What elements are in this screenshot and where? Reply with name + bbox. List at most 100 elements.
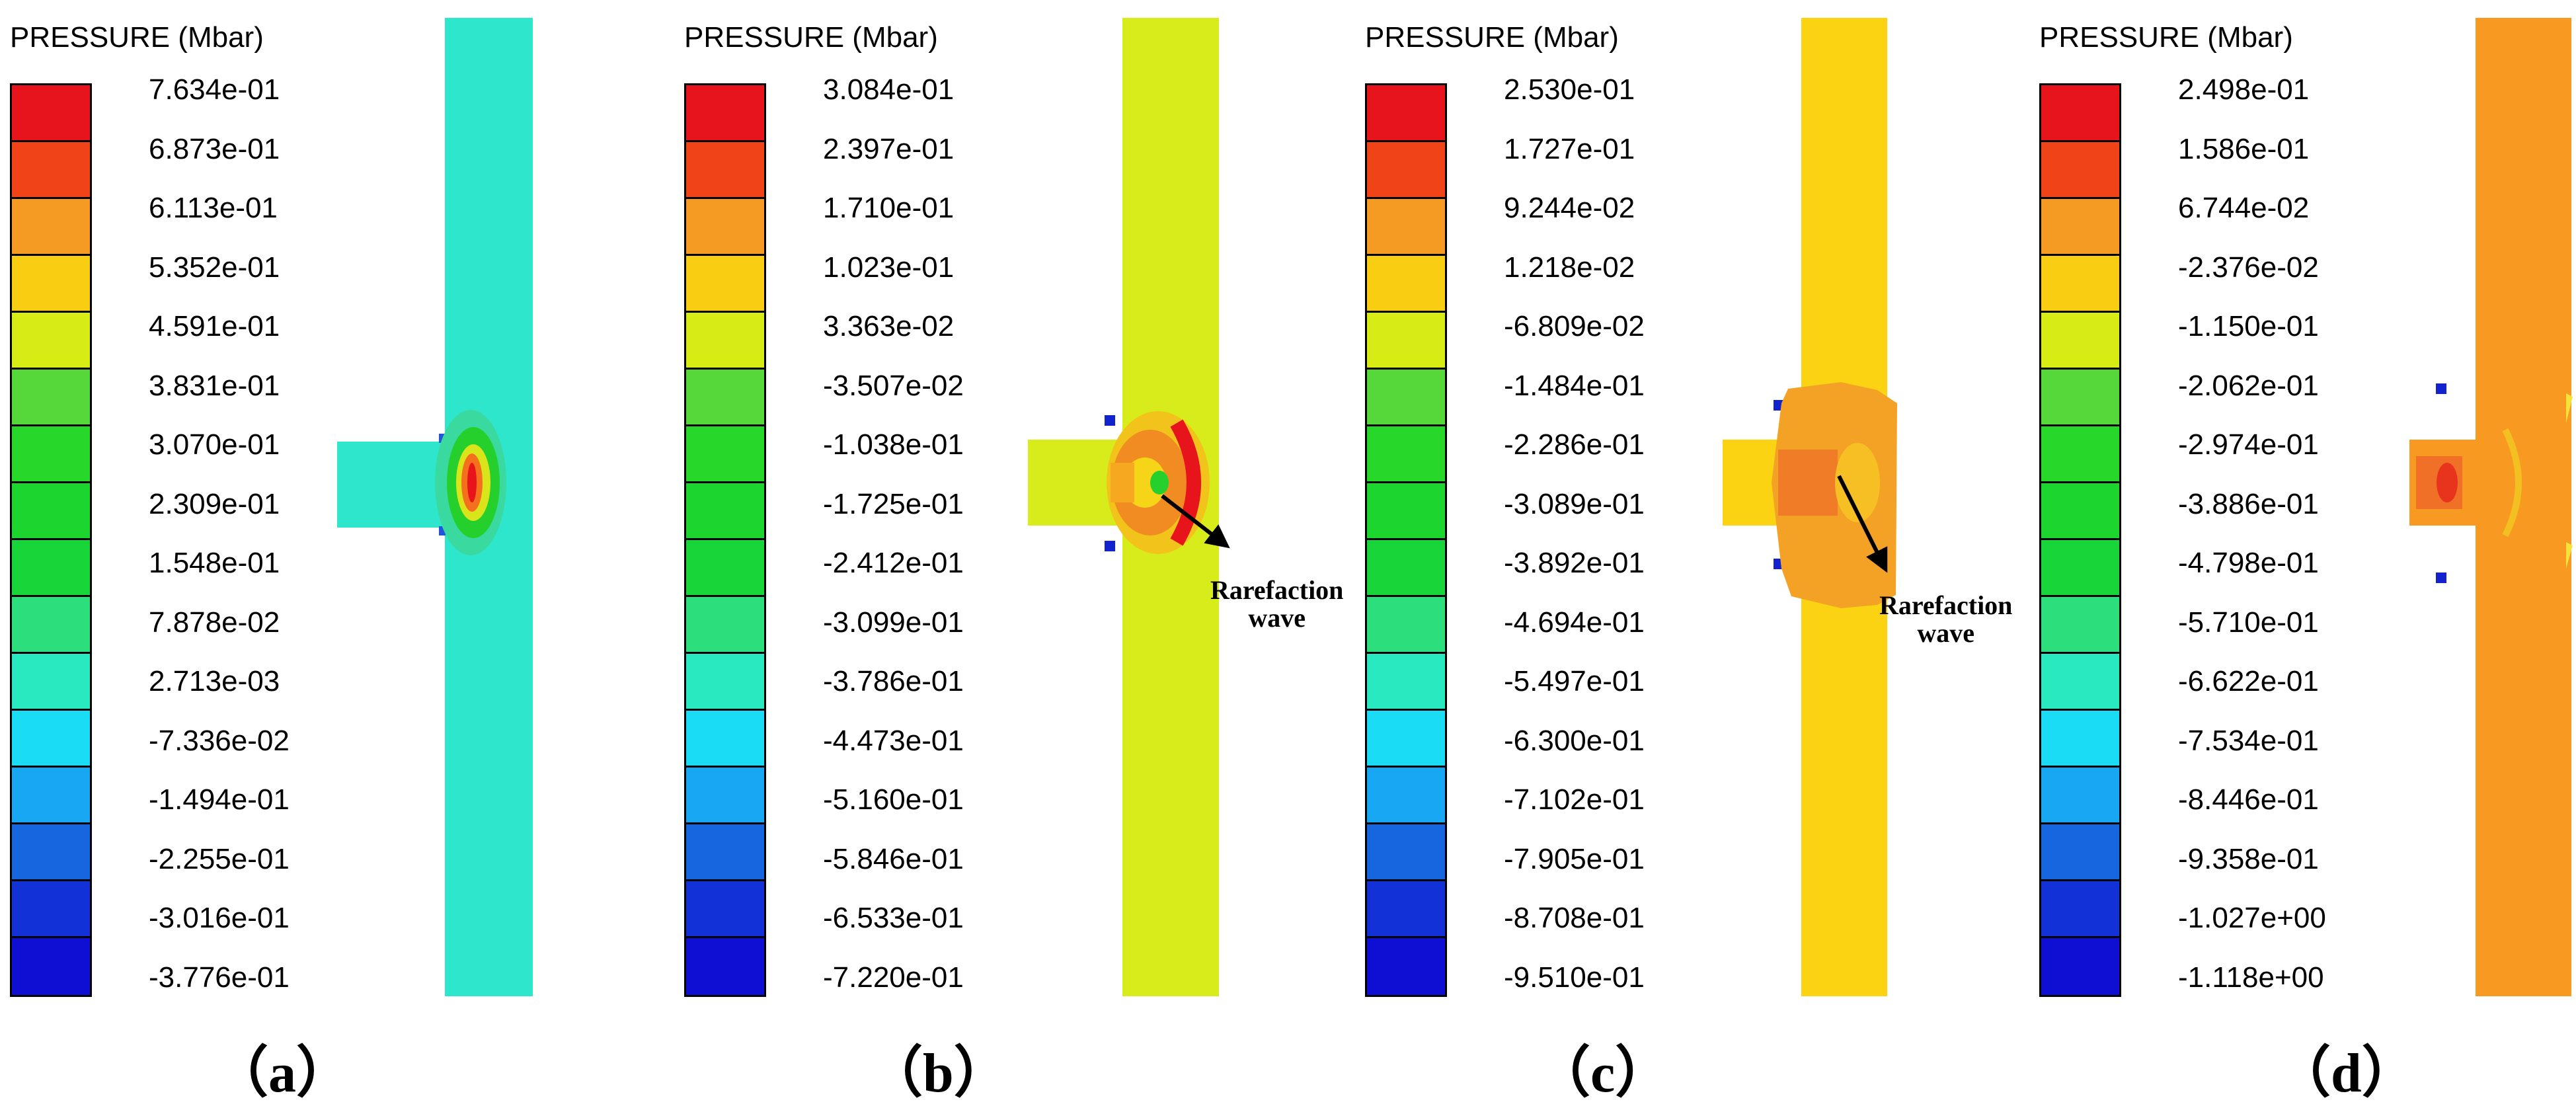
scale-value-label: 3.831e-01 [149, 369, 280, 402]
scale-value-label: -1.150e-01 [2178, 310, 2319, 342]
panel-c: PRESSURE (Mbar) 2.530e-01 1.727e-01 9.244e… [1355, 0, 2029, 1105]
wave-front-arc [2502, 428, 2522, 537]
color-swatch [12, 426, 90, 483]
color-swatch [1367, 824, 1445, 881]
scale-value-label: 9.244e-02 [1504, 192, 1635, 224]
color-swatch [2041, 711, 2119, 768]
color-swatch [1367, 654, 1445, 711]
color-swatch [686, 654, 764, 711]
color-swatch [686, 142, 764, 199]
annotation-line-1: Rarefaction [1879, 590, 2013, 620]
panel-caption: （b） [867, 1043, 1009, 1104]
color-swatch [2041, 85, 2119, 142]
color-swatch [12, 938, 90, 995]
panel-a: PRESSURE (Mbar) 7.634e-01 6.873e-01 6.113e… [0, 0, 674, 1105]
color-swatch [1367, 199, 1445, 256]
scale-value-label: 3.070e-01 [149, 428, 280, 461]
scale-value-label: -1.484e-01 [1504, 369, 1645, 402]
color-swatch [2041, 654, 2119, 711]
color-swatch [12, 256, 90, 313]
edge-glint-top [2566, 393, 2573, 423]
color-swatch [686, 370, 764, 426]
scale-value-label: 6.113e-01 [149, 192, 278, 224]
legend-title: PRESSURE (Mbar) [1365, 21, 1619, 54]
wave-front-arc [1170, 419, 1201, 546]
color-swatch [2041, 540, 2119, 597]
scale-value-label: 7.634e-01 [149, 73, 280, 106]
color-scale-bar [1365, 83, 1447, 997]
scale-value-label: -4.694e-01 [1504, 606, 1645, 639]
color-swatch [2041, 313, 2119, 370]
scale-value-label: -3.776e-01 [149, 961, 290, 994]
scale-value-label: -9.358e-01 [2178, 842, 2319, 875]
color-swatch [12, 370, 90, 426]
color-swatch [686, 540, 764, 597]
color-swatch [1367, 313, 1445, 370]
scale-value-label: -9.510e-01 [1504, 961, 1645, 994]
color-swatch [12, 540, 90, 597]
scale-value-label: -8.708e-01 [1504, 902, 1645, 934]
color-swatch [2041, 768, 2119, 824]
color-swatch [1367, 370, 1445, 426]
color-swatch [2041, 256, 2119, 313]
rarefaction-wave-label: Rarefaction wave [1879, 592, 2012, 647]
scale-value-label: 1.727e-01 [1504, 132, 1635, 165]
annotation-line-1: Rarefaction [1210, 575, 1344, 605]
panel-d: PRESSURE (Mbar) 2.498e-01 1.586e-01 6.744e… [2029, 0, 2576, 1105]
color-scale-bar [2039, 83, 2121, 997]
scale-value-label: -5.710e-01 [2178, 606, 2319, 639]
pressure-field-plot [1028, 18, 1230, 996]
color-swatch [12, 142, 90, 199]
panel-caption: （a） [213, 1043, 352, 1104]
scale-value-label: 1.586e-01 [2178, 132, 2310, 165]
color-swatch [2041, 938, 2119, 995]
legend-title: PRESSURE (Mbar) [684, 21, 938, 54]
color-swatch [1367, 426, 1445, 483]
scale-value-label: -6.533e-01 [823, 902, 964, 934]
scale-value-label: -7.534e-01 [2178, 724, 2319, 757]
hot-spot [2437, 463, 2458, 502]
color-swatch [686, 426, 764, 483]
scale-value-label: -3.786e-01 [823, 665, 964, 697]
marker-top [1105, 415, 1115, 426]
scale-value-label: -3.016e-01 [149, 902, 290, 934]
panel-b: PRESSURE (Mbar) 3.084e-01 2.397e-01 1.710e… [674, 0, 1348, 1105]
color-swatch [686, 711, 764, 768]
scale-value-label: -2.974e-01 [2178, 428, 2319, 461]
wave-front-core [467, 463, 477, 502]
scale-value-label: 3.084e-01 [823, 73, 955, 106]
scale-value-label: -7.905e-01 [1504, 842, 1645, 875]
color-swatch [686, 256, 764, 313]
color-swatch [12, 313, 90, 370]
scale-value-label: -6.300e-01 [1504, 724, 1645, 757]
color-swatch [1367, 938, 1445, 995]
color-scale-bar [684, 83, 766, 997]
color-swatch [1367, 711, 1445, 768]
wave-front-inner [1835, 443, 1880, 522]
scale-value-label: -2.286e-01 [1504, 428, 1645, 461]
scale-value-label: 2.713e-03 [149, 665, 280, 697]
scale-value-label: 5.352e-01 [149, 251, 280, 284]
annotation-line-2: wave [1248, 603, 1306, 633]
stub-edge-bottom [439, 526, 446, 535]
marker-top [2436, 383, 2446, 394]
scale-value-label: -3.886e-01 [2178, 487, 2319, 520]
scale-value-label: 1.218e-02 [1504, 251, 1635, 284]
edge-glint-bottom [2566, 542, 2573, 569]
scale-value-label: 1.710e-01 [823, 192, 955, 224]
annotation-line-2: wave [1917, 618, 1975, 648]
scale-value-label: 4.591e-01 [149, 310, 280, 342]
scale-value-label: -2.255e-01 [149, 842, 290, 875]
color-swatch [12, 768, 90, 824]
scale-value-label: 2.530e-01 [1504, 73, 1635, 106]
scale-value-label: 6.873e-01 [149, 132, 280, 165]
color-swatch [1367, 597, 1445, 654]
color-swatch [2041, 824, 2119, 881]
scale-value-label: 2.397e-01 [823, 132, 955, 165]
scale-value-label: -7.336e-02 [149, 724, 290, 757]
pressure-field-plot [337, 18, 533, 996]
legend-title: PRESSURE (Mbar) [2039, 21, 2293, 54]
color-swatch [686, 597, 764, 654]
color-swatch [1367, 256, 1445, 313]
marker-bottom [1105, 541, 1115, 551]
